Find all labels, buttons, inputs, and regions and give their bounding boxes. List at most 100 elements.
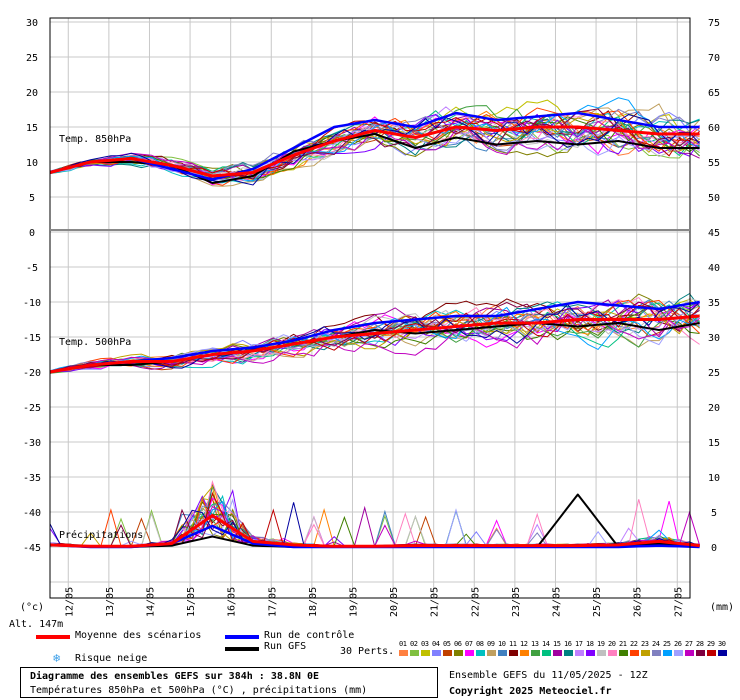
y2-tick-label: 5	[711, 508, 717, 519]
plot-border	[49, 17, 691, 599]
y-tick-label: 10	[26, 158, 38, 169]
pert-swatch	[531, 650, 540, 656]
y2-tick-label: 25	[708, 368, 720, 379]
pert-number: 19	[597, 640, 605, 648]
pert-swatch	[399, 650, 408, 656]
pert-number: 22	[630, 640, 638, 648]
y2-tick-label: 60	[708, 123, 720, 134]
info-box: Diagramme des ensembles GEFS sur 384h : …	[20, 667, 438, 698]
series-line	[49, 111, 700, 181]
pert-swatch	[476, 650, 485, 656]
y-tick-label: 30	[26, 18, 38, 29]
y-tick-label: -25	[23, 403, 41, 414]
x-tick-label: 18/05	[308, 587, 319, 617]
pert-number: 30	[718, 640, 726, 648]
pert-swatch	[674, 650, 683, 656]
pert-swatch	[641, 650, 650, 656]
pert-number: 04	[432, 640, 440, 648]
pert-number: 11	[509, 640, 517, 648]
pert-swatch	[410, 650, 419, 656]
y2-tick-label: 0	[711, 543, 717, 554]
pert-swatch	[619, 650, 628, 656]
series-line	[49, 514, 700, 548]
pert-number: 26	[674, 640, 682, 648]
x-tick-label: 19/05	[348, 587, 359, 617]
x-tick-label: 27/05	[673, 587, 684, 617]
pert-swatch	[432, 650, 441, 656]
x-tick-label: 17/05	[267, 587, 278, 617]
pert-number: 05	[443, 640, 451, 648]
ensemble-precip-line	[49, 497, 700, 548]
pert-swatch	[465, 650, 474, 656]
series-line	[49, 314, 700, 374]
label-precip: Précipitations	[59, 529, 143, 541]
pert-number: 29	[707, 640, 715, 648]
legend-control: Run de contrôle	[264, 630, 355, 641]
x-tick-label: 24/05	[551, 587, 562, 617]
ensemble-precip-line	[49, 508, 700, 548]
pert-number: 18	[586, 640, 594, 648]
x-tick-label: 15/05	[186, 587, 197, 617]
pert-number: 02	[410, 640, 418, 648]
x-tick-label: 21/05	[430, 587, 441, 617]
y-tick-label: -40	[23, 508, 41, 519]
main-series	[49, 111, 700, 549]
pert-number: 20	[608, 640, 616, 648]
run-info: Ensemble GEFS du 11/05/2025 - 12Z	[449, 670, 648, 681]
label-500: Temp. 500hPa	[59, 337, 131, 348]
right-unit: (mm)	[710, 602, 734, 613]
pert-swatch	[542, 650, 551, 656]
pert-number: 06	[454, 640, 462, 648]
pert-swatch	[718, 650, 727, 656]
pert-swatch	[696, 650, 705, 656]
pert-number: 15	[553, 640, 561, 648]
legend-perts: 30 Perts.	[340, 646, 395, 657]
y-tick-label: -30	[23, 438, 41, 449]
x-tick-label: 22/05	[470, 587, 481, 617]
y-tick-label: -5	[26, 263, 38, 274]
ensemble-precip-line	[49, 497, 700, 548]
y-tick-label: -10	[23, 298, 41, 309]
chart-grid	[50, 18, 690, 598]
info-subtitle: Températures 850hPa et 500hPa (°C) , pré…	[30, 685, 368, 696]
y2-tick-label: 15	[708, 438, 720, 449]
pert-number: 17	[575, 640, 583, 648]
pert-swatch	[443, 650, 452, 656]
pert-swatch	[509, 650, 518, 656]
pert-number: 13	[531, 640, 539, 648]
ensemble-line	[49, 301, 700, 373]
ensemble-line	[49, 97, 700, 182]
y2-tick-label: 70	[708, 53, 720, 64]
ensemble-precip-line	[49, 509, 700, 548]
legend-mean: Moyenne des scénarios	[75, 630, 202, 641]
pert-number: 10	[498, 640, 506, 648]
y-tick-label: 0	[29, 228, 35, 239]
y-tick-label: 15	[26, 123, 38, 134]
info-title: Diagramme des ensembles GEFS sur 384h : …	[30, 671, 319, 682]
control-swatch	[225, 635, 259, 639]
pert-number: 08	[476, 640, 484, 648]
ensemble-precip-line	[49, 497, 700, 548]
ensemble-precip-line	[49, 496, 700, 548]
x-tick-label: 25/05	[592, 587, 603, 617]
legend-snow: Risque neige	[75, 653, 148, 664]
pert-number: 28	[696, 640, 704, 648]
y2-tick-label: 10	[708, 473, 720, 484]
ensemble-precip-line	[49, 492, 700, 548]
pert-number: 25	[663, 640, 671, 648]
series-line	[49, 300, 700, 374]
copyright: Copyright 2025 Meteociel.fr	[449, 686, 612, 697]
pert-swatch	[597, 650, 606, 656]
x-tick-label: 20/05	[389, 587, 400, 617]
ensemble-precip-line	[49, 498, 700, 548]
pert-swatch	[652, 650, 661, 656]
pert-swatch	[575, 650, 584, 656]
ensemble-line	[49, 299, 700, 373]
snowflake-icon: ❄	[53, 651, 61, 665]
legend-gfs: Run GFS	[264, 641, 307, 652]
x-tick-label: 26/05	[633, 587, 644, 617]
y2-tick-label: 40	[708, 263, 720, 274]
pert-swatch	[608, 650, 617, 656]
y2-tick-label: 65	[708, 88, 720, 99]
